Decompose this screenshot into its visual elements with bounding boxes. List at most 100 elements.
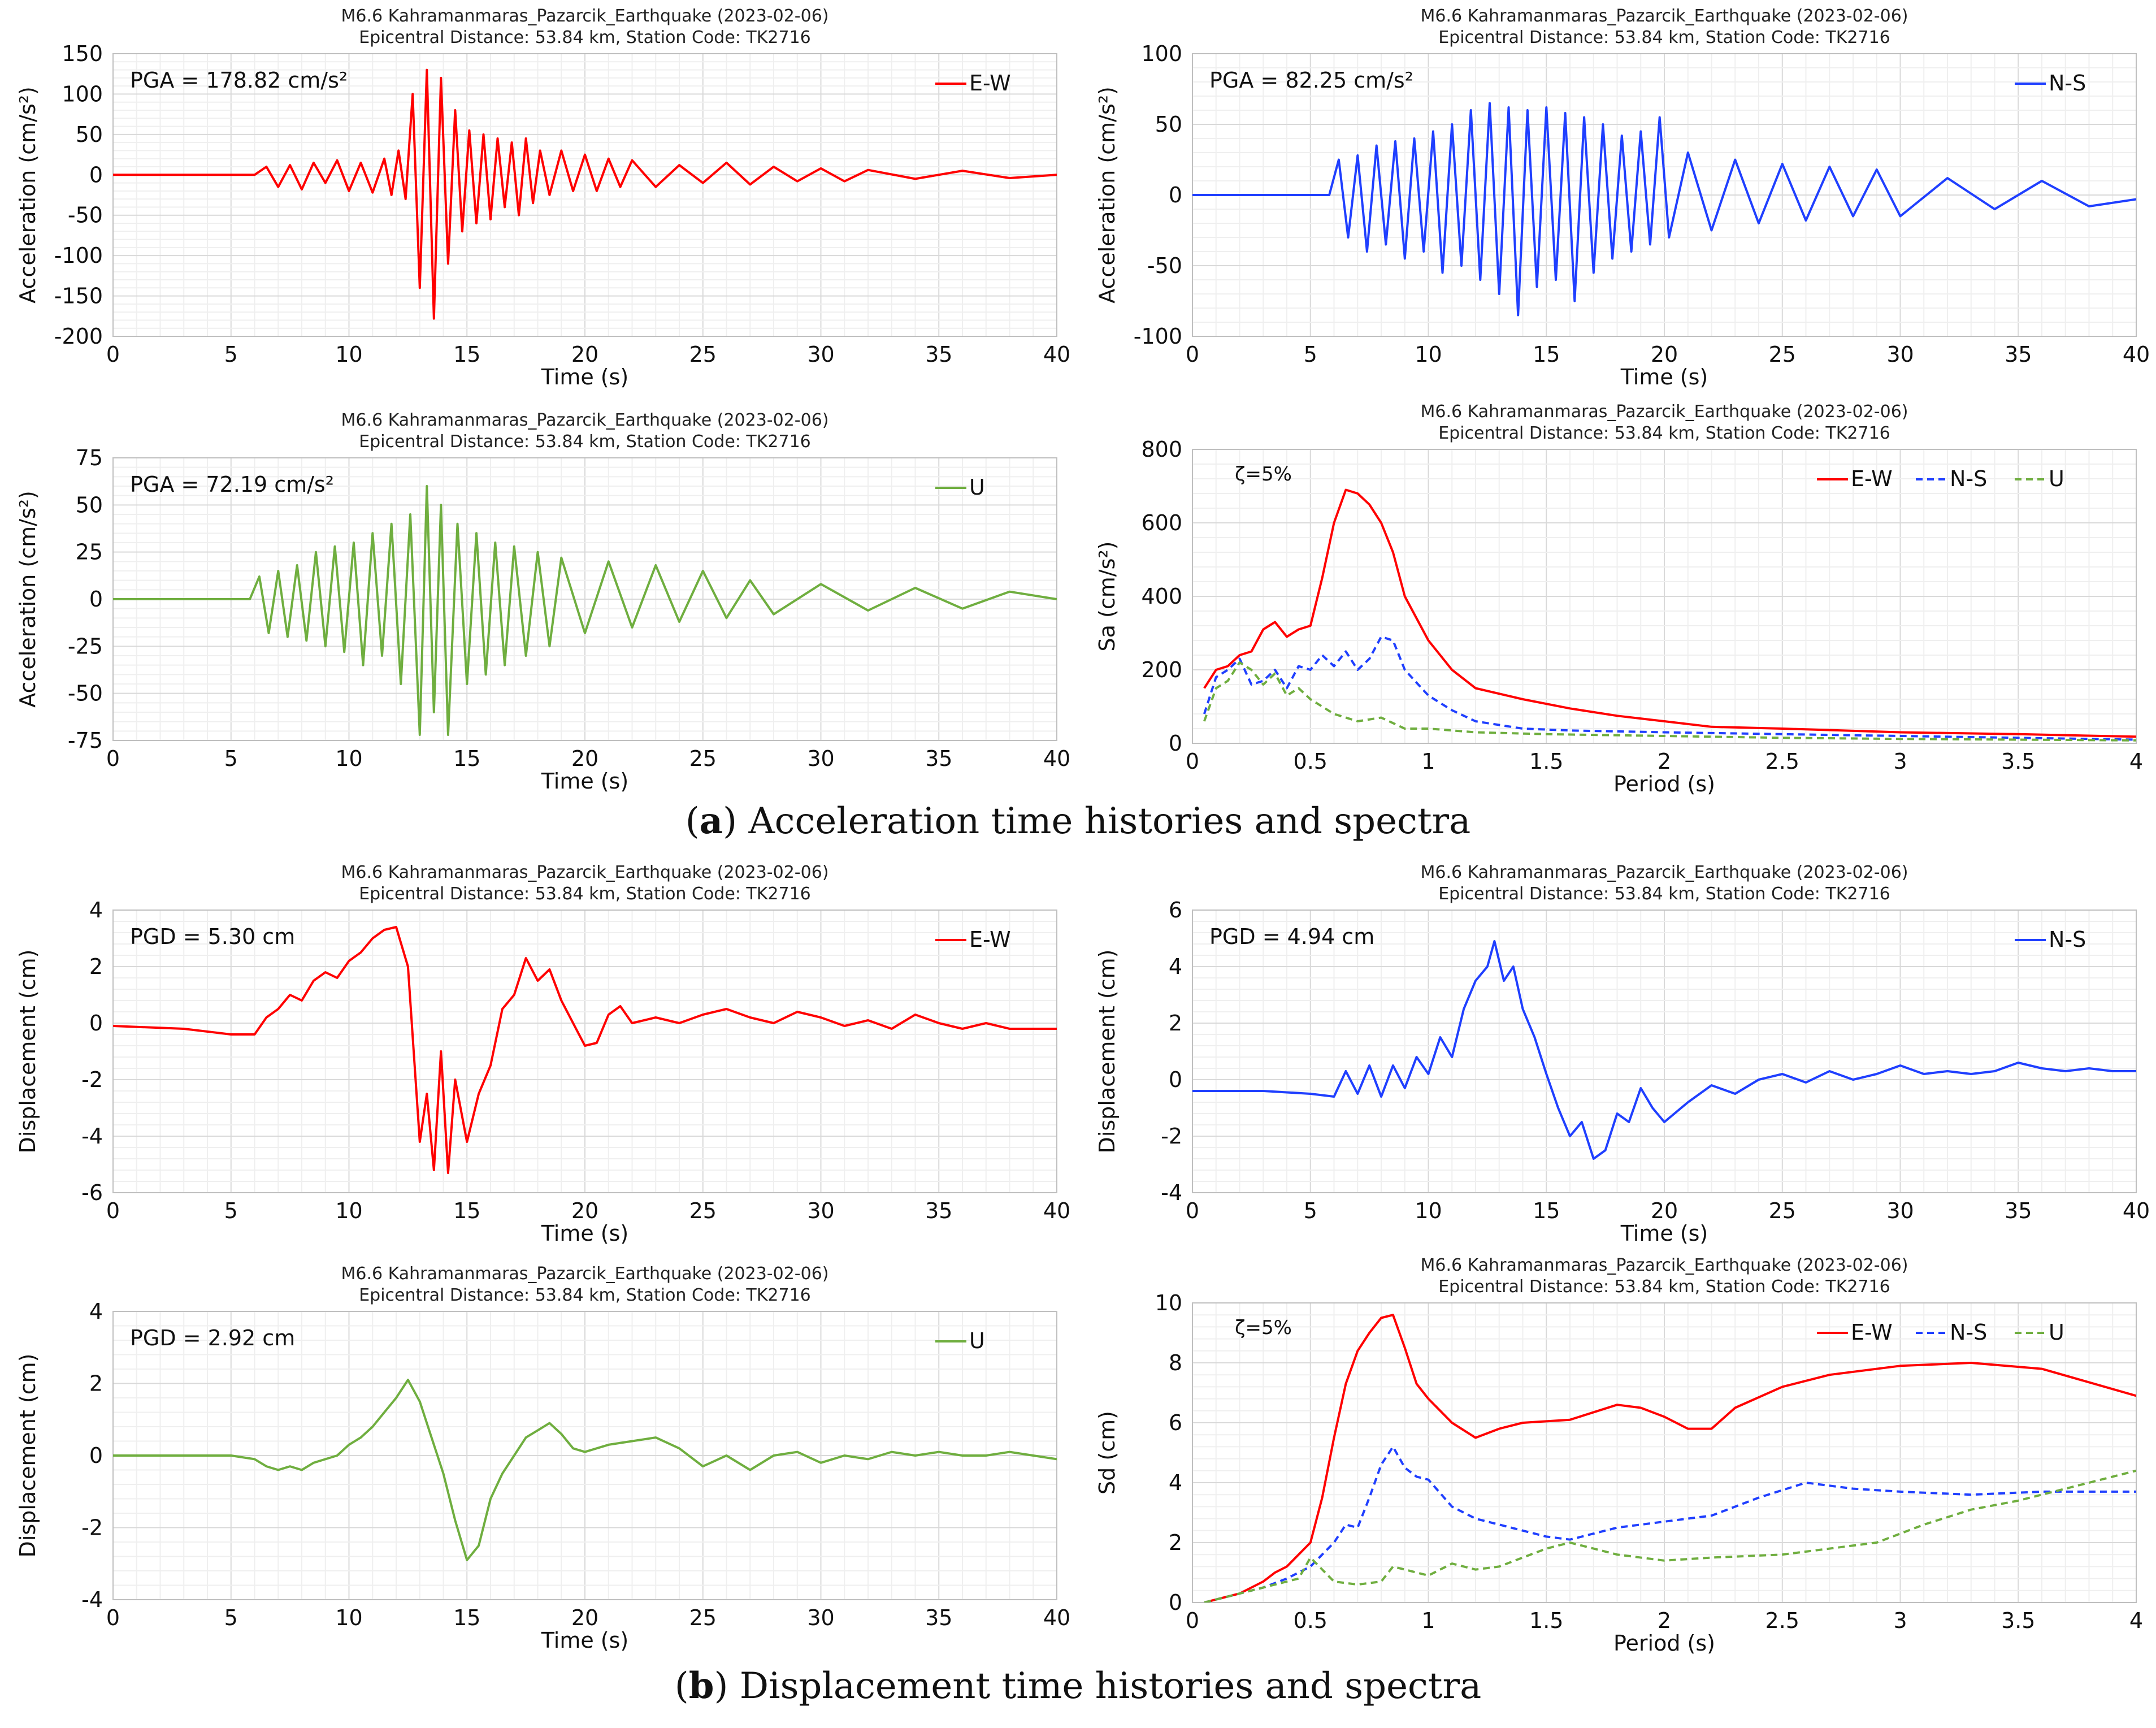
- sd-spectrum-legend-label: N-S: [1950, 1320, 1987, 1345]
- sd-spectrum-x-tick: 3.5: [2001, 1608, 2035, 1633]
- disp-ns-y-tick: 0: [1169, 1067, 1182, 1092]
- panel-acc-ns: M6.6 Kahramanmaras_Pazarcik_Earthquake (…: [1079, 0, 2156, 390]
- acc-ew-y-tick: -200: [54, 324, 103, 349]
- acc-ns-grid: [1192, 54, 2136, 337]
- sa-spectrum-x-tick: 2: [1658, 749, 1671, 774]
- acc-ns-x-tick: 40: [2123, 342, 2150, 367]
- disp-ew-y-tick: -2: [81, 1067, 103, 1092]
- sa-spectrum-legend-label: N-S: [1950, 466, 1987, 491]
- acc-u-grid: [112, 458, 1057, 741]
- sa-spectrum-y-tick: 400: [1141, 584, 1182, 609]
- acc-ew-y-tick: 50: [76, 122, 103, 147]
- disp-ns-y-tick: 6: [1169, 898, 1182, 923]
- disp-u-legend: U: [935, 1328, 985, 1353]
- sa-spectrum-subtitle: Epicentral Distance: 53.84 km, Station C…: [1438, 423, 1890, 443]
- disp-u-x-tick: 5: [224, 1605, 238, 1630]
- acc-ew-y-tick: 100: [62, 81, 103, 106]
- sd-spectrum-series-n-s: [1204, 1445, 2136, 1603]
- disp-ns-x-tick: 30: [1886, 1198, 1914, 1223]
- sd-spectrum-annotation: ζ=5%: [1235, 1316, 1292, 1339]
- acc-ns-y-tick: 0: [1169, 183, 1182, 207]
- acc-u-annotation: PGA = 72.19 cm/s²: [130, 472, 334, 497]
- acc-ew-y-label: Acceleration (cm/s²): [15, 86, 40, 304]
- acc-u-legend: U: [935, 475, 985, 500]
- disp-ns-x-tick: 15: [1533, 1198, 1560, 1223]
- sd-spectrum-x-label: Period (s): [1613, 1631, 1715, 1656]
- disp-ew-legend-label: E-W: [969, 927, 1011, 952]
- caption-a-letter: a: [699, 800, 723, 842]
- disp-ns-x-tick: 0: [1186, 1198, 1199, 1223]
- disp-ew-series-e-w: [113, 926, 1057, 1174]
- chart-acc-u: M6.6 Kahramanmaras_Pazarcik_Earthquake (…: [15, 410, 1070, 794]
- sd-spectrum-x-tick: 2: [1658, 1608, 1671, 1633]
- sd-spectrum-y-tick: 8: [1169, 1350, 1182, 1375]
- disp-ew-x-tick: 10: [335, 1198, 362, 1223]
- disp-ew-x-tick: 40: [1043, 1198, 1070, 1223]
- acc-ns-x-tick: 20: [1651, 342, 1678, 367]
- sa-spectrum-y-label: Sa (cm/s²): [1095, 542, 1120, 652]
- acc-ns-legend-label: N-S: [2049, 71, 2086, 96]
- sd-spectrum-y-tick: 0: [1169, 1590, 1182, 1615]
- disp-u-title: M6.6 Kahramanmaras_Pazarcik_Earthquake (…: [341, 1264, 828, 1284]
- acc-u-series-u: [113, 485, 1057, 736]
- disp-ns-grid: [1192, 910, 2136, 1193]
- sd-spectrum-title: M6.6 Kahramanmaras_Pazarcik_Earthquake (…: [1420, 1255, 1908, 1275]
- acc-ns-legend: N-S: [2015, 71, 2086, 96]
- caption-b-text: ) Displacement time histories and spectr…: [714, 1665, 1482, 1707]
- acc-ew-x-tick: 10: [335, 342, 362, 367]
- disp-ew-plot-frame: [112, 910, 1057, 1193]
- disp-u-x-tick: 40: [1043, 1605, 1070, 1630]
- sa-spectrum-series-n-s: [1203, 635, 2136, 741]
- caption-a: (a) Acceleration time histories and spec…: [685, 800, 1471, 842]
- disp-ew-x-tick: 0: [106, 1198, 120, 1223]
- acc-ns-y-tick: -100: [1134, 324, 1182, 349]
- sd-spectrum-series-u: [1204, 1469, 2136, 1603]
- disp-ew-annotation: PGD = 5.30 cm: [130, 924, 295, 949]
- acc-ew-x-tick: 15: [453, 342, 480, 367]
- sa-spectrum-x-label: Period (s): [1613, 772, 1715, 796]
- disp-ns-y-tick: 2: [1169, 1011, 1182, 1036]
- acc-ew-y-tick: -100: [54, 243, 103, 268]
- panel-disp-ns: M6.6 Kahramanmaras_Pazarcik_Earthquake (…: [1079, 856, 2156, 1246]
- acc-ns-title: M6.6 Kahramanmaras_Pazarcik_Earthquake (…: [1420, 6, 1908, 26]
- acc-u-subtitle: Epicentral Distance: 53.84 km, Station C…: [359, 432, 811, 452]
- disp-u-subtitle: Epicentral Distance: 53.84 km, Station C…: [359, 1285, 811, 1305]
- acc-ew-x-tick: 20: [571, 342, 598, 367]
- disp-ew-y-tick: 2: [89, 954, 103, 979]
- disp-ns-y-label: Displacement (cm): [1095, 950, 1120, 1154]
- acc-ew-subtitle: Epicentral Distance: 53.84 km, Station C…: [359, 28, 811, 47]
- sd-spectrum-x-tick: 0: [1186, 1608, 1199, 1633]
- disp-ns-legend: N-S: [2015, 927, 2086, 952]
- disp-u-x-tick: 10: [335, 1605, 362, 1630]
- acc-u-x-tick: 40: [1043, 746, 1070, 771]
- disp-ew-x-tick: 30: [807, 1198, 834, 1223]
- disp-ns-x-tick: 5: [1304, 1198, 1317, 1223]
- disp-ns-x-tick: 25: [1769, 1198, 1796, 1223]
- acc-ns-x-tick: 10: [1415, 342, 1442, 367]
- sa-spectrum-legend: E-W N-S U: [1817, 466, 2064, 491]
- acc-ew-series-e-w: [113, 68, 1057, 320]
- sd-spectrum-y-tick: 2: [1169, 1530, 1182, 1555]
- disp-u-x-tick: 0: [106, 1605, 120, 1630]
- sa-spectrum-x-tick: 0.5: [1294, 749, 1328, 774]
- acc-ew-x-tick: 35: [925, 342, 952, 367]
- sd-spectrum-x-tick: 3: [1893, 1608, 1907, 1633]
- disp-u-y-label: Displacement (cm): [15, 1354, 40, 1558]
- acc-u-x-tick: 10: [335, 746, 362, 771]
- sa-spectrum-series-u: [1203, 661, 2136, 742]
- disp-ns-y-tick: 4: [1169, 954, 1182, 979]
- acc-ew-plot-frame: [112, 53, 1057, 337]
- acc-ns-annotation: PGA = 82.25 cm/s²: [1209, 68, 1413, 93]
- chart-disp-ew: M6.6 Kahramanmaras_Pazarcik_Earthquake (…: [15, 863, 1070, 1246]
- acc-ew-grid: [112, 54, 1057, 337]
- disp-ew-x-tick: 25: [689, 1198, 717, 1223]
- acc-ew-x-tick: 25: [689, 342, 717, 367]
- disp-ns-y-tick: -4: [1161, 1180, 1182, 1205]
- acc-u-x-tick: 20: [571, 746, 598, 771]
- acc-u-y-tick: 25: [76, 540, 103, 565]
- disp-u-x-tick: 15: [453, 1605, 480, 1630]
- acc-ew-x-tick: 5: [224, 342, 238, 367]
- sd-spectrum-grid: [1192, 1303, 2136, 1603]
- sd-spectrum-series-e-w: [1204, 1314, 2136, 1603]
- sa-spectrum-legend-label: U: [2049, 466, 2064, 491]
